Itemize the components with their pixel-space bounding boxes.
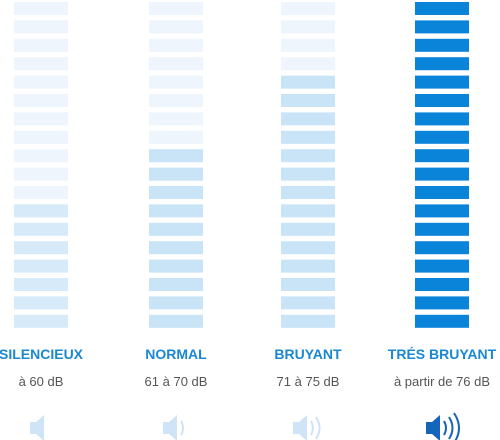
level-segment <box>281 186 335 199</box>
level-segment <box>149 2 203 15</box>
level-segment <box>281 204 335 218</box>
level-title: TRÉS BRUYANT <box>388 346 497 362</box>
level-segment <box>14 186 68 199</box>
level-segment <box>281 296 335 310</box>
level-segment <box>415 314 469 328</box>
level-segment <box>415 167 469 181</box>
level-segment <box>415 278 469 291</box>
level-segment <box>415 259 469 273</box>
level-range: 61 à 70 dB <box>145 374 208 389</box>
level-segment <box>415 149 469 163</box>
level-segment <box>149 186 203 199</box>
level-range: 71 à 75 dB <box>277 374 340 389</box>
level-segment <box>14 149 68 163</box>
level-segment <box>281 2 335 15</box>
speaker-icon <box>293 415 321 440</box>
level-title: NORMAL <box>145 346 207 362</box>
level-segment <box>415 296 469 310</box>
level-segment <box>149 149 203 163</box>
level-segment <box>415 241 469 255</box>
level-range: à partir de 76 dB <box>394 374 490 389</box>
level-segment <box>281 130 335 144</box>
level-range: à 60 dB <box>19 374 64 389</box>
level-segment <box>149 38 203 52</box>
level-segment <box>149 296 203 310</box>
speaker-icon <box>163 415 184 440</box>
level-segment <box>281 241 335 255</box>
level-segment <box>281 94 335 107</box>
level-title: BRUYANT <box>274 346 342 362</box>
level-segment <box>415 2 469 15</box>
level-segment <box>149 278 203 291</box>
level-segment <box>149 222 203 236</box>
level-segment <box>281 167 335 181</box>
level-segment <box>281 75 335 89</box>
level-segment <box>14 167 68 181</box>
level-segment <box>14 278 68 291</box>
level-segment <box>14 259 68 273</box>
level-segment <box>14 241 68 255</box>
level-segment <box>149 204 203 218</box>
level-segment <box>415 222 469 236</box>
level-segment <box>415 20 469 34</box>
level-segment <box>149 241 203 255</box>
level-segment <box>14 20 68 34</box>
level-segment <box>281 149 335 163</box>
level-segment <box>281 222 335 236</box>
level-segment <box>281 20 335 34</box>
level-segment <box>415 186 469 199</box>
level-segment <box>14 94 68 107</box>
level-segment <box>281 259 335 273</box>
level-segment <box>281 112 335 126</box>
level-segment <box>415 94 469 107</box>
level-segment <box>415 38 469 52</box>
level-segment <box>149 112 203 126</box>
level-segment <box>149 130 203 144</box>
level-segment <box>281 38 335 52</box>
level-segment <box>14 222 68 236</box>
level-segment <box>281 278 335 291</box>
level-segment <box>14 75 68 89</box>
level-segment <box>149 75 203 89</box>
speaker-icon <box>426 412 460 440</box>
level-segment <box>14 112 68 126</box>
level-segment <box>149 167 203 181</box>
level-segment <box>415 204 469 218</box>
level-segment <box>14 314 68 328</box>
level-segment <box>14 38 68 52</box>
level-segment <box>281 314 335 328</box>
level-segment <box>14 296 68 310</box>
level-segment <box>415 75 469 89</box>
level-segment <box>149 57 203 71</box>
level-segment <box>281 57 335 71</box>
level-title: SILENCIEUX <box>0 346 84 362</box>
level-segment <box>415 112 469 126</box>
level-segment <box>149 259 203 273</box>
level-segment <box>14 204 68 218</box>
level-segment <box>149 314 203 328</box>
level-segment <box>14 130 68 144</box>
level-segment <box>149 20 203 34</box>
level-segment <box>14 2 68 15</box>
icons <box>30 412 460 440</box>
level-segment <box>415 130 469 144</box>
level-segment <box>415 57 469 71</box>
level-segment <box>14 57 68 71</box>
speaker-icon <box>30 415 44 440</box>
level-segment <box>149 94 203 107</box>
